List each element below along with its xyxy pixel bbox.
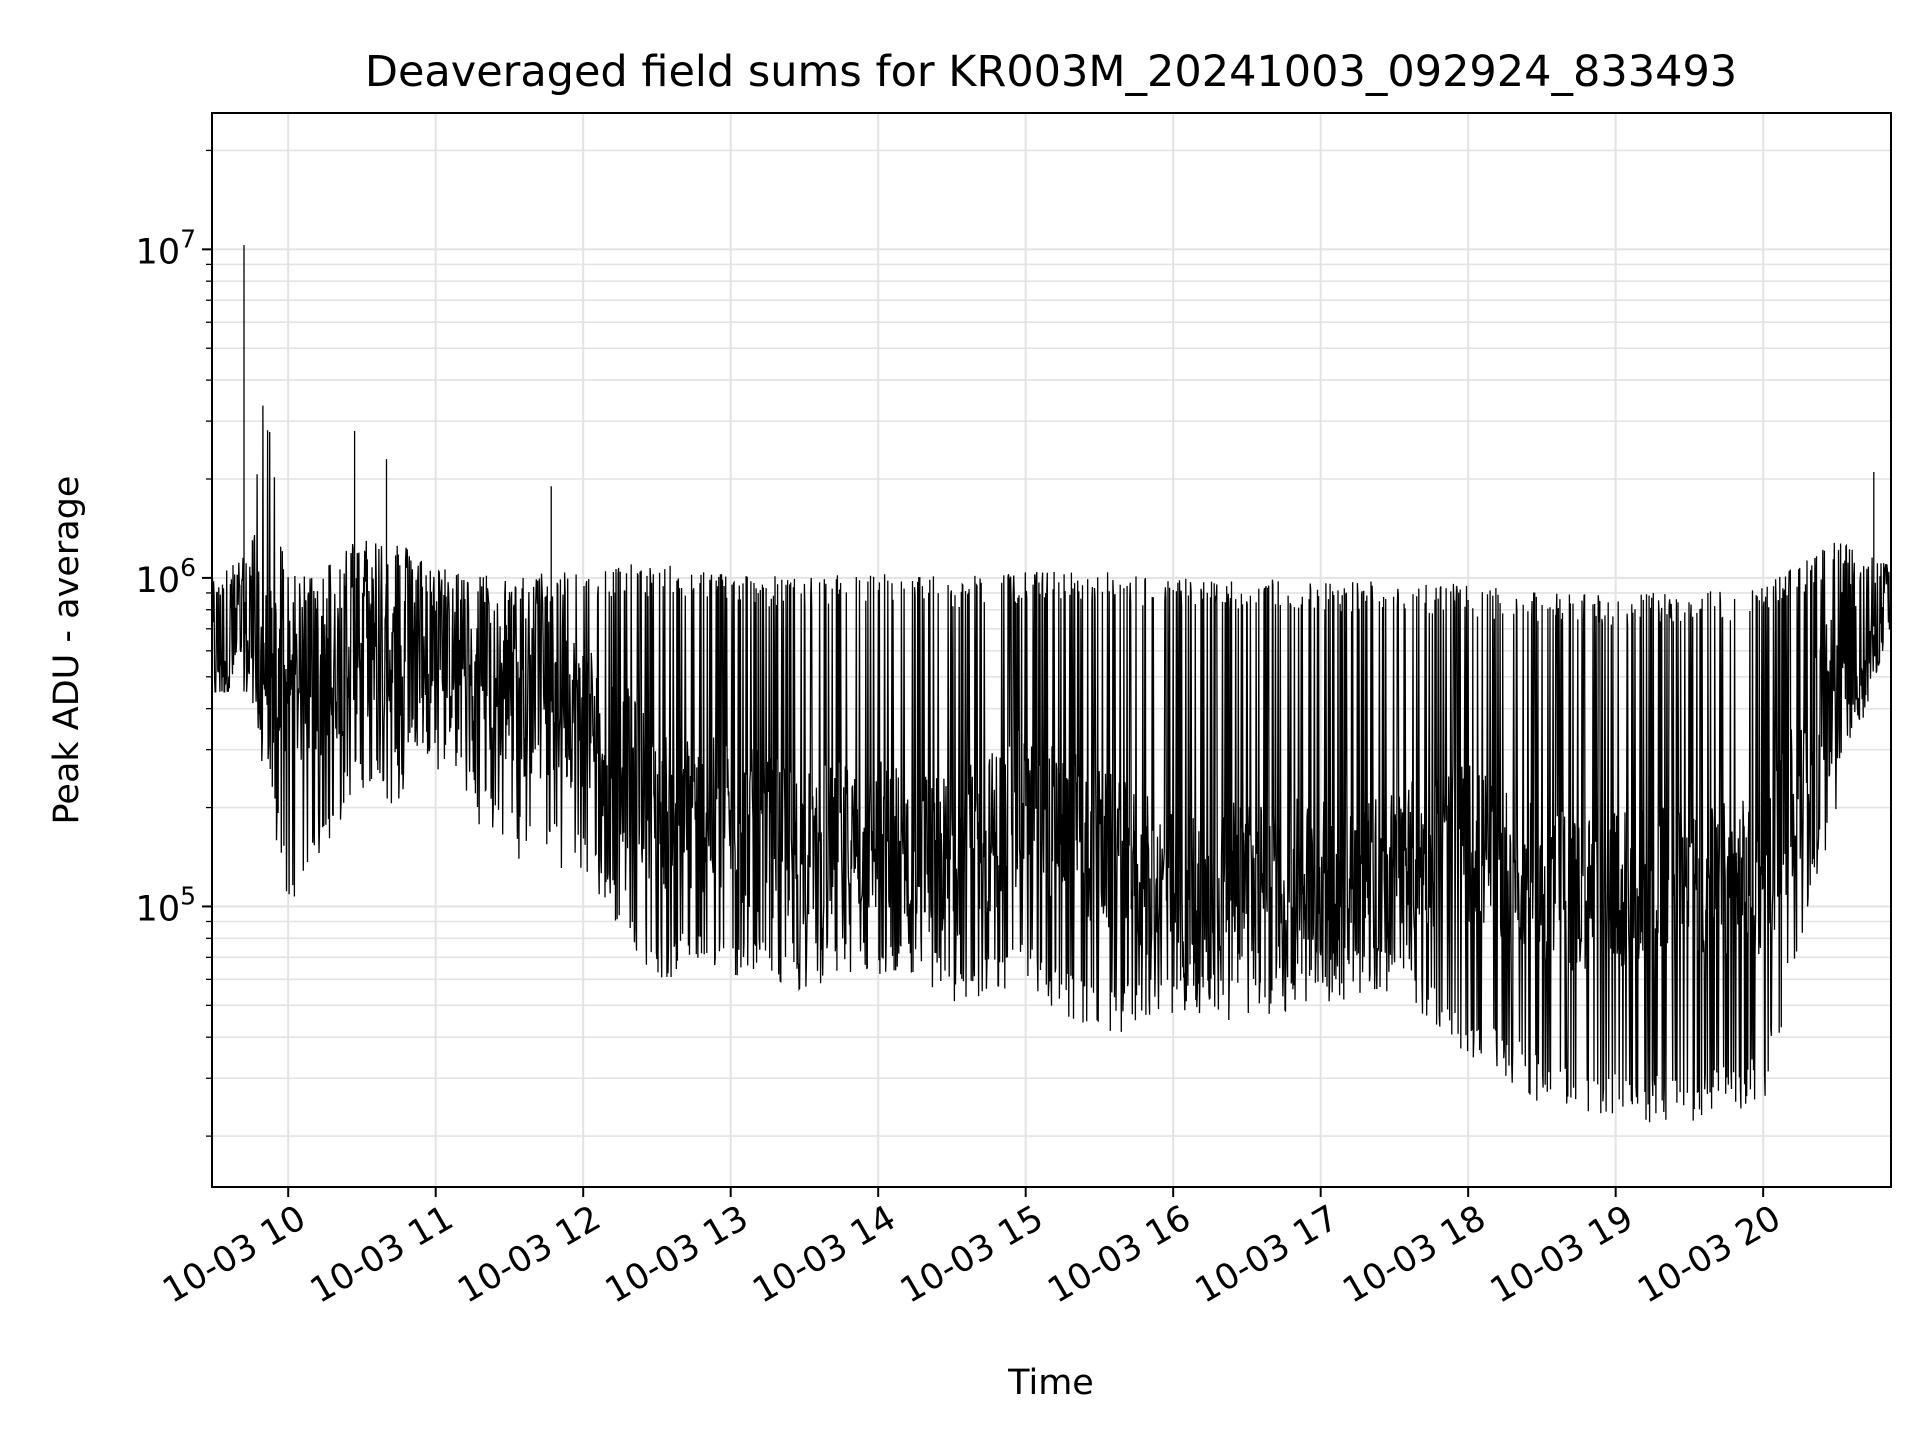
- y-tick-label: 106: [136, 553, 196, 601]
- y-tick-label: 105: [136, 881, 196, 929]
- x-axis-label: Time: [1007, 1363, 1094, 1403]
- series-line: [212, 154, 1891, 1123]
- plot-frame: [211, 112, 1892, 1188]
- y-axis-label: Peak ADU - average: [47, 476, 87, 825]
- chart-title: Deaveraged field sums for KR003M_2024100…: [365, 47, 1737, 97]
- y-tick-label: 107: [136, 224, 196, 272]
